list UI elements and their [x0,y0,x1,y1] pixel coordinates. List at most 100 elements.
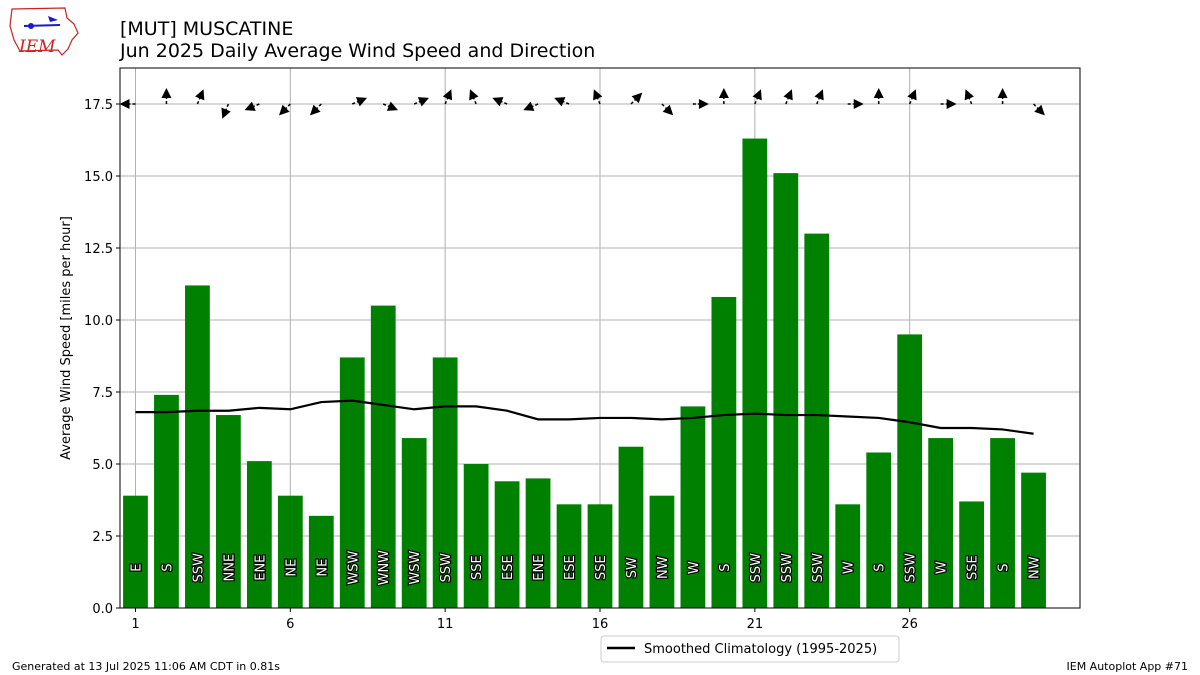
direction-label-day-2: S [160,564,175,572]
direction-label-day-21: SSW [749,553,764,583]
wind-arrow-day-15 [554,97,570,107]
bar-day-11 [432,357,458,608]
direction-label-day-30: NW [1028,556,1043,579]
iem-logo: IEM [9,7,79,57]
direction-label-day-9: WNW [377,550,392,586]
direction-label-day-7: NE [315,559,330,577]
bar-day-15 [556,504,582,608]
wind-arrow-day-9 [382,101,399,111]
direction-label-day-16: SSE [594,555,609,580]
direction-label-day-24: W [842,561,857,574]
bar-day-18 [649,495,675,608]
y-tick-label: 10.0 [84,314,113,329]
axis-ticks-layer: 1 6 11 16 21 260.02.55.07.510.012.515.017.5 [84,98,918,632]
x-tick-label: 16 [592,617,609,632]
footer-generated: Generated at 13 Jul 2025 11:06 AM CDT in… [12,660,280,673]
x-tick-label: 6 [286,617,294,632]
bar-day-30 [1021,472,1046,608]
bar-day-24 [835,504,861,608]
direction-label-day-4: NNE [222,554,237,582]
wind-arrow-day-3 [195,89,205,105]
direction-label-day-8: WSW [346,551,361,585]
y-axis-label: Average Wind Speed [miles per hour] [59,216,74,460]
bar-day-9 [370,305,396,608]
direction-label-day-3: SSW [191,553,206,583]
x-tick-label: 11 [437,617,454,632]
x-tick-label: 21 [747,617,764,632]
bar-day-25 [866,452,892,608]
wind-arrow-day-20 [718,88,729,104]
legend: Smoothed Climatology (1995-2025) [600,635,900,663]
climatology-line-layer [135,399,1034,435]
bar-day-13 [494,481,520,608]
logo-flag-icon [48,16,58,22]
direction-label-day-1: E [129,564,144,572]
wind-arrow-day-23 [814,89,824,105]
y-tick-label: 7.5 [92,386,113,401]
wind-arrow-day-30 [1033,103,1045,116]
direction-label-day-5: ENE [253,555,268,581]
bar-day-6 [277,495,303,608]
climatology-line [135,399,1034,435]
wind-arrow-day-17 [630,92,643,105]
y-tick-label: 2.5 [92,530,113,545]
logo-text: IEM [18,37,56,57]
direction-label-day-18: NW [656,556,671,579]
bars-layer [123,138,1046,608]
logo-dot-icon [28,23,34,29]
direction-label-day-11: SSW [439,553,454,583]
wind-arrow-day-28 [964,89,974,105]
wind-arrow-day-19 [692,99,709,109]
bar-day-14 [525,478,551,608]
wind-arrow-day-5 [244,101,260,111]
wind-arrow-day-24 [847,99,864,109]
wind-arrow-day-13 [492,97,508,107]
wind-arrow-day-8 [351,97,368,107]
bar-day-4 [216,415,241,608]
direction-label-day-19: W [687,561,702,574]
bar-day-8 [339,357,365,608]
bar-day-26 [897,334,923,608]
wind-arrow-day-6 [279,103,291,116]
footer-app: IEM Autoplot App #71 [1067,660,1189,673]
direction-label-day-17: SW [625,557,640,578]
wind-arrow-day-12 [469,89,479,105]
wind-arrow-day-16 [593,89,603,105]
x-tick-label: 1 [131,617,139,632]
y-tick-label: 15.0 [84,170,113,185]
direction-label-day-15: ESE [563,555,578,580]
wind-arrow-day-7 [309,103,322,116]
wind-arrow-day-27 [940,99,957,109]
iowa-outline-icon [9,7,79,56]
direction-label-day-20: S [718,564,733,572]
direction-label-day-23: SSW [811,553,826,583]
wind-arrow-day-18 [661,103,674,116]
wind-arrow-day-29 [997,88,1008,104]
x-tick-label: 26 [901,617,918,632]
direction-label-day-10: WSW [408,551,423,585]
wind-arrow-day-25 [873,88,884,104]
y-tick-label: 0.0 [92,602,113,617]
bar-day-22 [773,173,799,608]
wind-arrow-day-11 [442,89,453,105]
bar-day-7 [308,515,334,608]
bar-day-2 [154,394,179,608]
wind-arrow-day-10 [413,97,429,107]
direction-labels-layer: E S SSW NNE ENE NE NE WSW WNW WSW SSW SSE ESE ENE ESE S… [128,549,1043,587]
wind-arrow-day-22 [783,89,793,105]
wind-arrow-day-1 [119,99,136,109]
bar-day-16 [587,504,613,608]
direction-label-day-6: NE [284,559,299,577]
bar-day-5 [246,461,272,608]
wind-arrow-day-4 [221,103,231,119]
wind-arrows-layer [119,88,1045,119]
bar-day-17 [618,446,644,608]
bar-day-10 [401,438,427,608]
bar-day-12 [463,464,489,608]
bar-day-28 [959,501,984,608]
y-tick-label: 5.0 [92,458,113,473]
wind-arrow-day-21 [752,89,762,105]
direction-label-day-22: SSW [780,553,795,583]
direction-label-day-13: ESE [501,555,516,580]
